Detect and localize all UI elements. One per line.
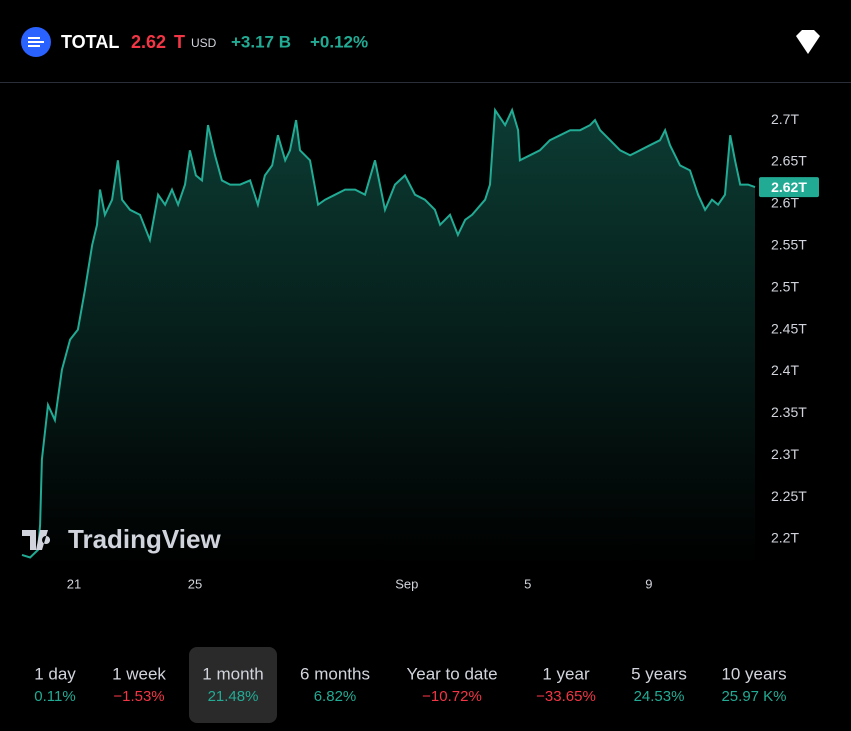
y-tick-label: 2.35T [771, 404, 807, 420]
x-tick-label: 21 [67, 576, 81, 591]
y-tick-label: 2.65T [771, 153, 807, 169]
y-tick-label: 2.6T [771, 195, 799, 211]
y-tick-label: 2.25T [771, 488, 807, 504]
price-line [21, 107, 756, 559]
x-tick-label: 5 [524, 576, 531, 591]
period-change: 21.48% [208, 688, 259, 705]
price: 2.62 [131, 32, 166, 52]
period-change: −10.72% [422, 688, 482, 705]
symbol-icon-lines [28, 37, 44, 47]
price-unit: T [174, 32, 185, 52]
y-tick-label: 2.4T [771, 362, 799, 378]
period-name[interactable]: 10 years [721, 664, 786, 683]
period-change: −33.65% [536, 688, 596, 705]
plot: 2.2T 2.25T 2.3T 2.35T 2.4T 2.45T 2.5T 2.55T 2.6T… [21, 107, 819, 591]
period-name[interactable]: 1 year [542, 664, 590, 683]
period-name[interactable]: 5 years [631, 664, 687, 683]
period-change: 6.82% [314, 688, 357, 705]
watermark: TradingView [68, 524, 221, 554]
period-name[interactable]: 6 months [300, 664, 370, 683]
symbol: TOTAL [61, 32, 119, 52]
y-tick-label: 2.2T [771, 530, 799, 546]
area [21, 110, 755, 565]
x-tick-label: Sep [395, 576, 418, 591]
change: +3.17 B [231, 32, 291, 51]
y-tick-label: 2.7T [771, 111, 799, 127]
divider [0, 82, 851, 83]
y-tick-label: 2.5T [771, 278, 799, 294]
currency: USD [191, 36, 217, 50]
period-change: 0.11% [34, 688, 75, 705]
price-tag [759, 177, 819, 198]
period-tabs: 1 day 0.11% 1 week −1.53% 1 month 21.48% 6 mon… [34, 647, 787, 723]
period-change: −1.53% [113, 688, 164, 705]
y-tick-label: 2.3T [771, 446, 799, 462]
active-tab [189, 647, 277, 723]
y-tick-label: 2.45T [771, 320, 807, 336]
period-name[interactable]: 1 month [202, 664, 263, 683]
period-change: 24.53% [634, 688, 685, 705]
x-tick-label: 25 [188, 576, 202, 591]
period-name[interactable]: 1 day [34, 664, 76, 683]
x-tick-label: 9 [645, 576, 652, 591]
period-name[interactable]: 1 week [112, 664, 166, 683]
period-name[interactable]: Year to date [406, 664, 497, 683]
logo[interactable] [796, 30, 820, 54]
period-change: 25.97 K% [721, 688, 786, 705]
watermark-logo [22, 530, 51, 550]
price-tag-label: 2.62T [771, 179, 807, 195]
y-tick-label: 2.55T [771, 236, 807, 252]
change-percent: +0.12% [310, 32, 368, 51]
